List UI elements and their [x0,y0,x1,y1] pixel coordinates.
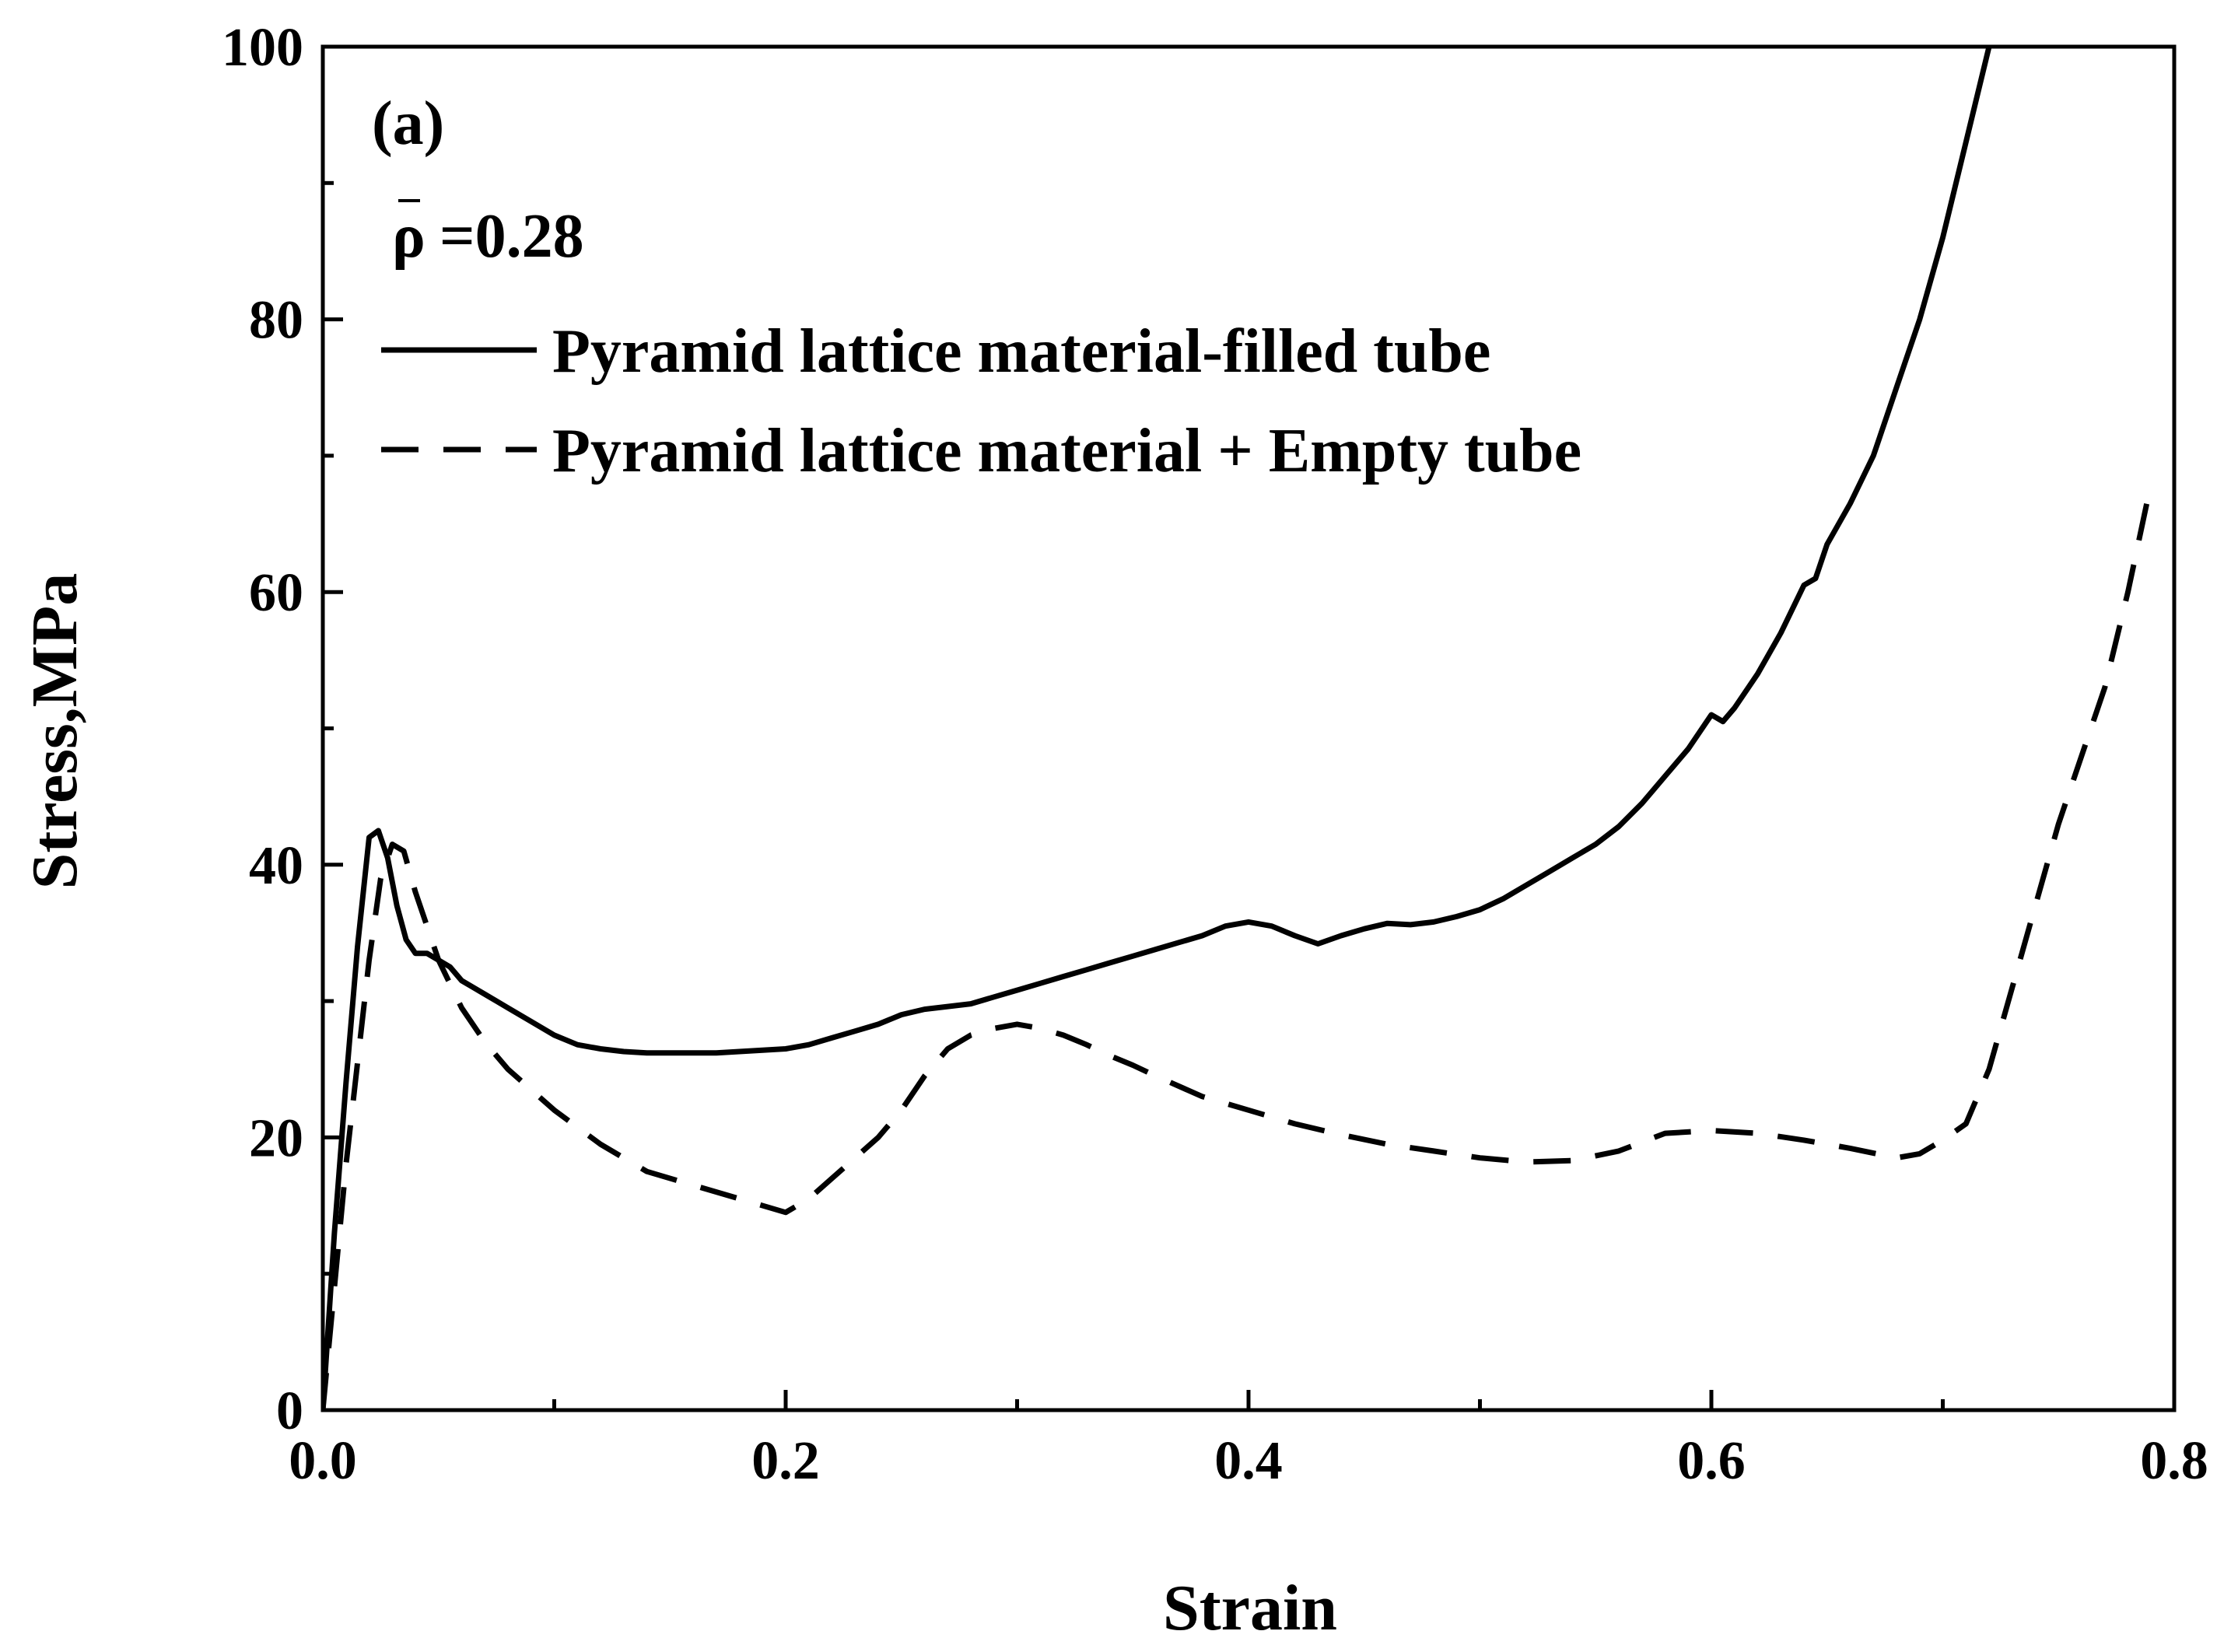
ticks-layer: 0.0 0.2 0.4 0.6 0.8 0 20 40 60 80 100 [222,18,2208,1491]
x-tick-label: 0.6 [1677,1431,1746,1491]
x-axis-label: Strain [1163,1572,1337,1644]
plot-frame [320,44,2177,1412]
y-tick-label: 40 [249,836,303,896]
y-tick-label: 80 [249,291,303,351]
y-tick-label: 20 [249,1108,303,1168]
y-tick-label: 100 [222,18,303,78]
y-tick-label: 60 [249,563,303,623]
x-tick-label: 0.4 [1214,1431,1283,1491]
series-line-filled-tube [323,47,1992,1410]
series-layer [323,47,2154,1410]
density-value: =0.28 [440,202,584,271]
legend: Pyramid lattice material-filled tube Pyr… [381,317,1581,485]
legend-label-filled-tube: Pyramid lattice material-filled tube [552,317,1490,386]
series-line-empty-tube [323,482,2154,1410]
x-tick-label: 0.2 [751,1431,820,1491]
rho-symbol: ρ [392,202,426,271]
legend-label-empty-tube: Pyramid lattice material + Empty tube [552,417,1581,485]
y-tick-label: 0 [276,1381,303,1441]
x-tick-label: 0.0 [289,1431,357,1491]
y-axis-label: Stress,MPa [19,573,91,890]
density-annotation: ρ =0.28 [392,199,584,271]
x-tick-label: 0.8 [2140,1431,2208,1491]
panel-label: (a) [372,89,444,158]
